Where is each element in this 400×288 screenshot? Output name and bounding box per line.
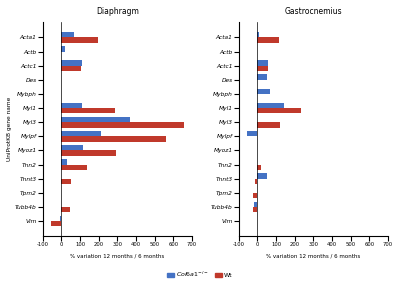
Bar: [61, 32, 74, 37]
Bar: [258, 66, 268, 71]
Bar: [258, 37, 279, 43]
Bar: [258, 164, 261, 170]
Bar: [255, 179, 258, 184]
X-axis label: % variation 12 months / 6 months: % variation 12 months / 6 months: [70, 253, 164, 258]
Bar: [61, 136, 166, 142]
Bar: [51, 221, 61, 226]
Bar: [258, 103, 284, 108]
Bar: [61, 37, 98, 43]
Title: Gastrocnemius: Gastrocnemius: [285, 7, 342, 16]
Bar: [61, 164, 88, 170]
Legend: $Col6a1^{-/-}$, Wt: $Col6a1^{-/-}$, Wt: [165, 268, 235, 282]
Bar: [61, 103, 82, 108]
Bar: [60, 216, 61, 221]
Bar: [61, 117, 130, 122]
Bar: [61, 108, 114, 113]
Bar: [254, 202, 258, 207]
Y-axis label: UniProtKB gene name: UniProtKB gene name: [7, 97, 12, 162]
Bar: [258, 122, 280, 128]
Title: Diaphragm: Diaphragm: [96, 7, 139, 16]
X-axis label: % variation 12 months / 6 months: % variation 12 months / 6 months: [266, 253, 360, 258]
Bar: [253, 207, 258, 212]
Bar: [253, 193, 258, 198]
Bar: [61, 46, 65, 52]
Bar: [61, 145, 83, 150]
Bar: [61, 159, 67, 164]
Bar: [258, 108, 301, 113]
Bar: [61, 150, 116, 156]
Bar: [61, 66, 81, 71]
Bar: [61, 60, 82, 66]
Bar: [258, 60, 268, 66]
Bar: [258, 74, 267, 80]
Bar: [258, 173, 267, 179]
Bar: [61, 207, 70, 212]
Bar: [61, 122, 184, 128]
Bar: [61, 179, 71, 184]
Bar: [258, 32, 259, 37]
Bar: [61, 131, 100, 136]
Bar: [258, 88, 270, 94]
Bar: [247, 131, 258, 136]
